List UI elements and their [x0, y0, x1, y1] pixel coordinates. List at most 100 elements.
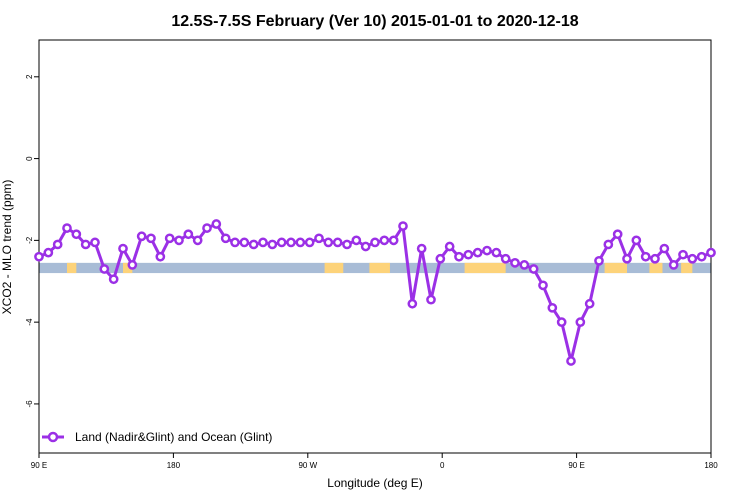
data-point — [211, 219, 222, 229]
x-tick-label: 90 E — [31, 461, 47, 470]
data-point — [640, 251, 651, 262]
data-point — [556, 317, 567, 327]
data-point — [612, 229, 623, 240]
data-point — [323, 237, 334, 248]
data-point — [444, 241, 455, 252]
data-point — [90, 237, 100, 248]
land-band — [604, 262, 627, 274]
data-point — [164, 233, 175, 244]
data-point — [603, 239, 614, 250]
data-point — [566, 356, 576, 366]
data-point — [304, 237, 315, 248]
data-point — [239, 237, 250, 248]
data-point — [71, 229, 82, 240]
data-point — [370, 237, 380, 248]
data-point — [295, 237, 306, 248]
x-tick-label: 180 — [704, 461, 718, 470]
data-point — [426, 294, 436, 305]
x-axis-label: Longitude (deg E) — [327, 476, 422, 490]
legend-marker — [47, 431, 59, 443]
data-point — [99, 264, 110, 274]
x-tick-label: 0 — [440, 461, 445, 470]
land-band — [324, 262, 344, 274]
data-point — [398, 221, 408, 231]
data-point — [696, 251, 707, 262]
data-point — [136, 231, 147, 242]
data-point — [230, 237, 240, 248]
data-point — [52, 239, 63, 250]
data-point — [332, 237, 343, 248]
data-point — [687, 253, 698, 264]
chart-title: 12.5S-7.5S February (Ver 10) 2015-01-01 … — [171, 13, 578, 30]
data-point — [127, 260, 138, 270]
y-tick-label: -6 — [25, 400, 34, 408]
data-point — [351, 235, 362, 246]
series-layer — [34, 219, 716, 366]
data-point — [183, 229, 194, 240]
y-tick-label: 2 — [25, 74, 34, 79]
y-tick-label: -2 — [25, 236, 34, 244]
data-point — [174, 235, 184, 246]
data-point — [472, 247, 483, 258]
land-band — [649, 262, 663, 274]
data-point — [286, 237, 296, 248]
y-tick-label: 0 — [25, 156, 34, 161]
land-band — [464, 262, 506, 274]
data-point — [659, 243, 670, 254]
data-point — [202, 223, 212, 233]
data-point — [622, 253, 632, 264]
data-point — [510, 258, 520, 268]
data-point — [314, 233, 324, 244]
data-point — [463, 249, 474, 260]
data-point — [547, 302, 558, 313]
x-tick-label: 180 — [167, 461, 181, 470]
data-point — [118, 243, 128, 254]
x-tick-label: 90 E — [568, 461, 584, 470]
data-point — [407, 298, 418, 309]
data-point — [267, 239, 278, 250]
data-point — [342, 239, 352, 250]
data-point — [416, 243, 427, 254]
data-point — [594, 255, 604, 266]
data-point — [706, 247, 716, 258]
data-point — [43, 247, 54, 258]
data-point — [62, 223, 72, 233]
data-point — [388, 235, 399, 246]
data-point — [584, 298, 595, 309]
land-band — [681, 262, 693, 274]
data-point — [631, 235, 642, 246]
data-point — [80, 239, 91, 250]
land-band — [67, 262, 77, 274]
data-point — [435, 253, 446, 264]
data-point — [258, 237, 268, 248]
x-tick-label: 90 W — [298, 461, 317, 470]
data-point — [276, 237, 287, 248]
data-point — [220, 233, 231, 244]
data-point — [482, 245, 492, 256]
data-point — [454, 251, 464, 262]
y-axis: 2 0 -2 -4 -6 — [25, 74, 39, 407]
data-point — [500, 253, 511, 264]
legend-label: Land (Nadir&Glint) and Ocean (Glint) — [75, 430, 272, 444]
data-point — [155, 251, 166, 262]
data-point — [491, 247, 502, 258]
x-axis: 90 E 180 90 W 0 90 E 180 — [31, 453, 718, 470]
data-point — [192, 235, 203, 246]
land-band — [123, 262, 133, 274]
y-axis-label: XCO2 - MLO trend (ppm) — [0, 180, 14, 315]
legend: Land (Nadir&Glint) and Ocean (Glint) — [42, 430, 272, 444]
data-point — [575, 317, 586, 327]
plot-frame — [38, 39, 712, 454]
data-point — [678, 249, 688, 260]
data-point — [248, 239, 259, 250]
data-point — [650, 253, 660, 264]
y-tick-label: -4 — [25, 318, 34, 326]
data-point — [146, 233, 156, 244]
data-point — [519, 260, 530, 270]
data-point — [538, 280, 548, 291]
coverage-band — [39, 262, 711, 274]
data-point — [528, 264, 539, 274]
data-point — [108, 274, 119, 285]
data-point — [360, 241, 371, 252]
